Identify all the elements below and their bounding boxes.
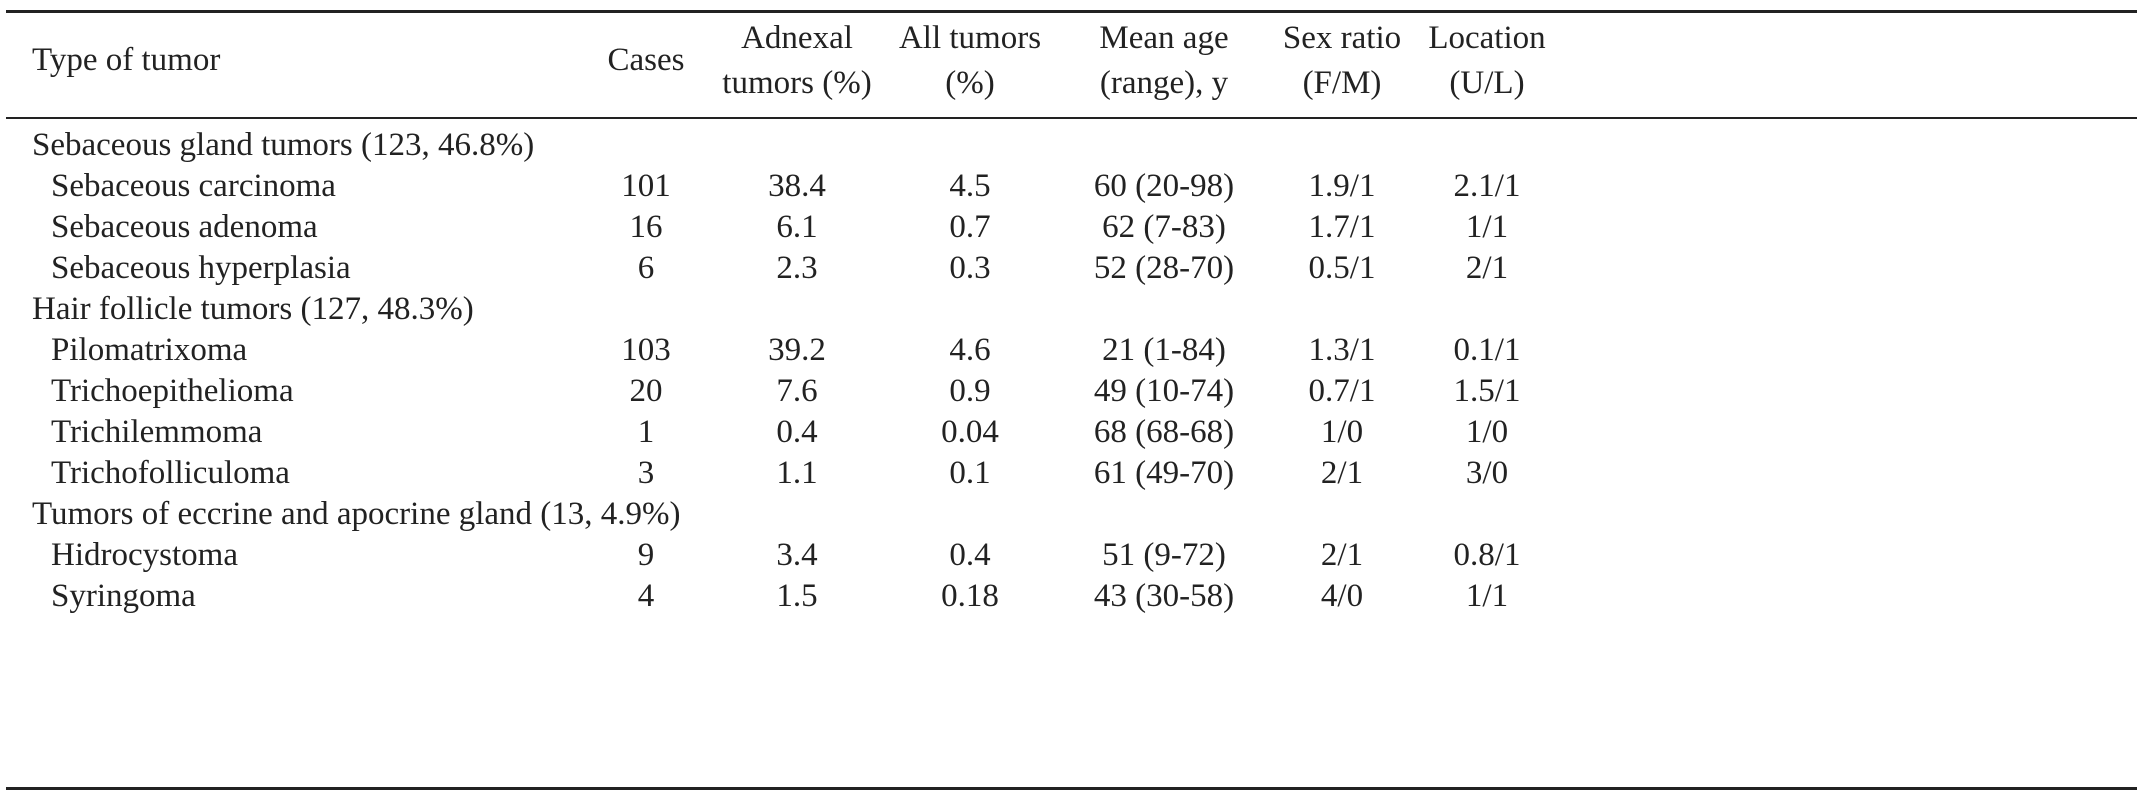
- group-label-hair-follicle: Hair follicle tumors (127, 48.3%): [32, 291, 474, 327]
- row-name: Pilomatrixoma: [51, 332, 248, 368]
- table-header-rule: [6, 117, 2137, 119]
- header-all-tumors-line2: (%): [945, 65, 995, 101]
- cell-cases: 3: [637, 455, 655, 491]
- cell-mean-age: 21 (1-84): [1102, 332, 1226, 368]
- cell-adnexal: 7.6: [776, 373, 818, 409]
- cell-adnexal: 1.5: [776, 578, 818, 614]
- cell-mean-age: 49 (10-74): [1093, 373, 1235, 409]
- cell-cases: 16: [629, 209, 663, 245]
- header-mean-age-line2: (range), y: [1099, 65, 1229, 101]
- row-name: Trichofolliculoma: [51, 455, 290, 491]
- cell-location: 3/0: [1465, 455, 1509, 491]
- cell-mean-age: 62 (7-83): [1102, 209, 1226, 245]
- cell-mean-age: 68 (68-68): [1093, 414, 1235, 450]
- header-sex-ratio-line2: (F/M): [1302, 65, 1382, 101]
- header-mean-age: Mean age (range), y: [1099, 16, 1228, 106]
- cell-all-tumors: 0.7: [949, 209, 991, 245]
- row-name: Trichilemmoma: [51, 414, 263, 450]
- cell-sex-ratio: 0.5/1: [1308, 250, 1376, 286]
- cell-location: 1/1: [1465, 209, 1509, 245]
- table-top-rule: [6, 10, 2137, 13]
- cell-sex-ratio: 1.9/1: [1308, 168, 1376, 204]
- cell-all-tumors: 0.18: [941, 578, 999, 614]
- cell-all-tumors: 4.5: [949, 168, 991, 204]
- header-location-line1: Location: [1428, 20, 1546, 56]
- cell-mean-age: 61 (49-70): [1093, 455, 1235, 491]
- cell-sex-ratio: 2/1: [1320, 455, 1364, 491]
- row-name: Sebaceous hyperplasia: [51, 250, 351, 286]
- cell-sex-ratio: 1.3/1: [1308, 332, 1376, 368]
- cell-location: 2.1/1: [1453, 168, 1521, 204]
- cell-sex-ratio: 0.7/1: [1308, 373, 1376, 409]
- row-name: Sebaceous adenoma: [51, 209, 318, 245]
- header-adnexal-line2: tumors (%): [722, 65, 872, 101]
- cell-all-tumors: 0.9: [949, 373, 991, 409]
- group-label-sebaceous: Sebaceous gland tumors (123, 46.8%): [32, 127, 535, 163]
- cell-location: 0.1/1: [1453, 332, 1521, 368]
- cell-all-tumors: 4.6: [949, 332, 991, 368]
- cell-mean-age: 52 (28-70): [1093, 250, 1235, 286]
- header-cases: Cases: [607, 42, 685, 78]
- row-name: Hidrocystoma: [51, 537, 238, 573]
- header-all-tumors-line1: All tumors: [898, 20, 1042, 56]
- header-type-of-tumor: Type of tumor: [32, 42, 221, 78]
- header-location-line2: (U/L): [1449, 65, 1525, 101]
- cell-adnexal: 6.1: [776, 209, 818, 245]
- header-sex-ratio-line1: Sex ratio: [1282, 20, 1402, 56]
- cell-all-tumors: 0.04: [941, 414, 999, 450]
- cell-adnexal: 1.1: [776, 455, 818, 491]
- cell-mean-age: 51 (9-72): [1102, 537, 1226, 573]
- cell-location: 2/1: [1465, 250, 1509, 286]
- header-location: Location (U/L): [1428, 16, 1545, 106]
- cell-adnexal: 39.2: [768, 332, 826, 368]
- header-sex-ratio: Sex ratio (F/M): [1283, 16, 1401, 106]
- table-bottom-rule: [6, 787, 2137, 790]
- header-adnexal-line1: Adnexal: [741, 20, 853, 56]
- header-adnexal-tumors: Adnexal tumors (%): [722, 16, 871, 106]
- cell-adnexal: 3.4: [776, 537, 818, 573]
- cell-sex-ratio: 1.7/1: [1308, 209, 1376, 245]
- cell-cases: 1: [637, 414, 655, 450]
- cell-location: 1.5/1: [1453, 373, 1521, 409]
- cell-cases: 101: [621, 168, 671, 204]
- cell-all-tumors: 0.1: [949, 455, 991, 491]
- cell-cases: 6: [637, 250, 655, 286]
- cell-sex-ratio: 2/1: [1320, 537, 1364, 573]
- cell-cases: 20: [629, 373, 663, 409]
- cell-location: 1/1: [1465, 578, 1509, 614]
- cell-cases: 9: [637, 537, 655, 573]
- cell-adnexal: 2.3: [776, 250, 818, 286]
- row-name: Syringoma: [51, 578, 196, 614]
- row-name: Sebaceous carcinoma: [51, 168, 336, 204]
- cell-cases: 4: [637, 578, 655, 614]
- cell-all-tumors: 0.3: [949, 250, 991, 286]
- cell-adnexal: 38.4: [768, 168, 826, 204]
- cell-mean-age: 43 (30-58): [1093, 578, 1235, 614]
- cell-adnexal: 0.4: [776, 414, 818, 450]
- cell-all-tumors: 0.4: [949, 537, 991, 573]
- header-mean-age-line1: Mean age: [1099, 20, 1229, 56]
- cell-mean-age: 60 (20-98): [1093, 168, 1235, 204]
- row-name: Trichoepithelioma: [51, 373, 294, 409]
- cell-location: 1/0: [1465, 414, 1509, 450]
- cell-cases: 103: [621, 332, 671, 368]
- group-label-eccrine-apocrine: Tumors of eccrine and apocrine gland (13…: [32, 496, 681, 532]
- cell-sex-ratio: 1/0: [1320, 414, 1364, 450]
- cell-location: 0.8/1: [1453, 537, 1521, 573]
- cell-sex-ratio: 4/0: [1320, 578, 1364, 614]
- header-all-tumors: All tumors (%): [899, 16, 1041, 106]
